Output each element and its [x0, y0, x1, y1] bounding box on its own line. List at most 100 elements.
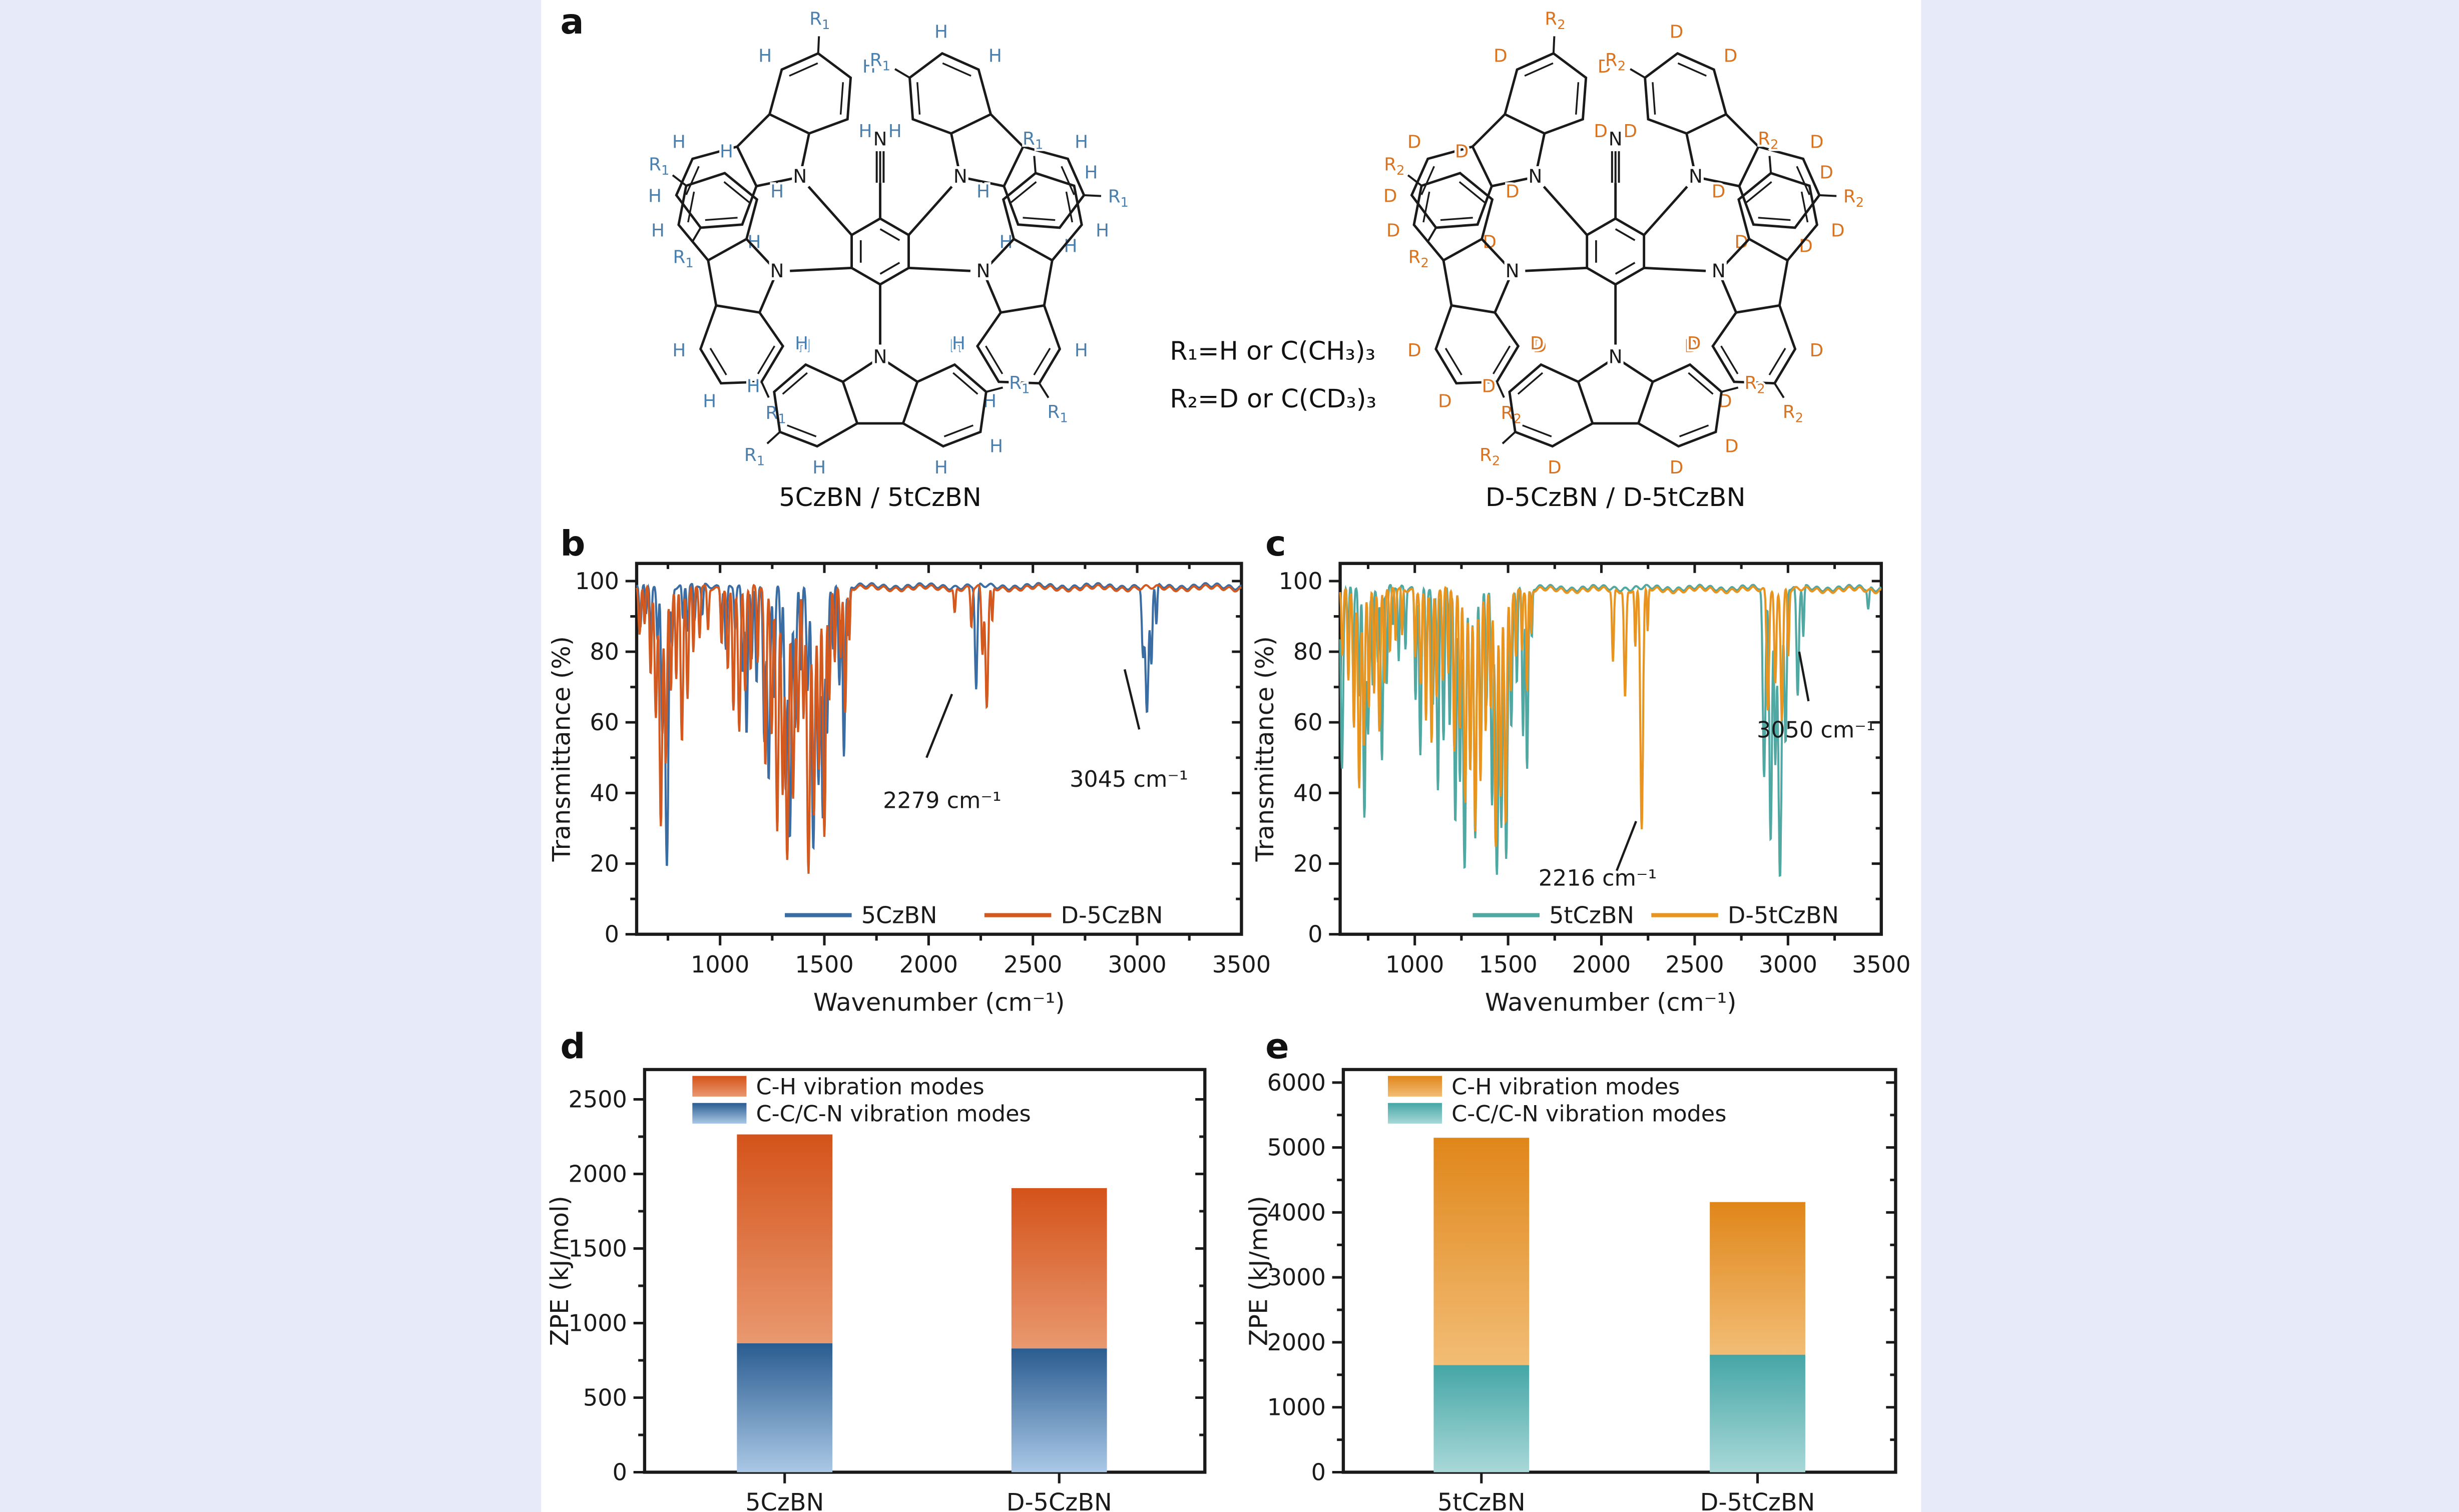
r-group-bond	[1552, 36, 1556, 54]
double-bond-tick	[1768, 347, 1786, 375]
plot-box	[635, 562, 1243, 936]
double-bond-tick	[985, 345, 1004, 374]
legend-label: C-C/C-N vibration modes	[1451, 1101, 1726, 1127]
hydrogen-label: D	[1819, 162, 1833, 183]
hydrogen-label: H	[812, 457, 826, 478]
axis-ticks: 1000 1500 2000 2500 3000 3500 0 20 40 60 80 100	[1279, 563, 1910, 978]
hydrogen-label: H	[672, 132, 686, 152]
x-tick-label: 2000	[899, 951, 958, 978]
axis-ticks: 0 1000 2000 3000 4000 5000 6000	[1267, 1069, 1896, 1485]
y-tick-label: 6000	[1267, 1069, 1326, 1096]
hydrogen-label: D	[1407, 340, 1421, 361]
hydrogen-label: D	[1810, 132, 1824, 152]
double-bond-tick	[1033, 347, 1051, 375]
hydrogen-label: H	[888, 121, 902, 142]
benzo-ring-left	[675, 145, 758, 229]
double-bond-tick	[1575, 82, 1580, 115]
bar-segment-D-5CzBN-ccn	[1011, 1348, 1107, 1472]
double-bond-tick	[787, 424, 817, 437]
hydrogen-label: H	[934, 22, 948, 42]
plot-box	[1341, 1068, 1897, 1474]
y-tick-label: 0	[1311, 1458, 1326, 1485]
double-bond-tick	[1758, 217, 1791, 221]
double-bond-tick	[1522, 424, 1552, 437]
x-tick-label: 3000	[1108, 951, 1166, 978]
benzo-ring-right	[677, 172, 759, 261]
bar-segment-5tCzBN-ch	[1433, 1138, 1530, 1365]
panel-label-a: a	[560, 3, 584, 43]
hydrogen-label: D	[1594, 121, 1608, 142]
r1-definition: R₁=H or C(CH₃)₃	[1170, 335, 1376, 366]
legend-swatch	[692, 1076, 747, 1097]
legend-label: C-H vibration modes	[1451, 1074, 1680, 1100]
structure-D-5CzBN-D-5tCzBN: NNDDR2DDR2DDNDDR2DDR2DDNDDR2DDR2DDNDDR2D…	[1381, 7, 1866, 480]
pyrrole-ring	[735, 113, 811, 188]
n-linkage-bond	[907, 186, 953, 236]
y-tick-label: 1500	[569, 1235, 627, 1262]
structure-5CzBN-5tCzBN: NNHHR1HHR1HHNHHR1HHR1HHNHHR1HHR1HHNHHR1H…	[646, 7, 1131, 480]
double-bond-tick	[685, 166, 700, 195]
annotation-3045 cm⁻¹: 3045 cm⁻¹	[1070, 669, 1188, 792]
bar-segment-5tCzBN-ccn	[1433, 1365, 1530, 1472]
double-bond-tick	[1796, 166, 1810, 195]
pyrrole-ring	[841, 356, 919, 425]
double-bond-tick	[705, 217, 738, 221]
y-tick-label: 2500	[569, 1086, 627, 1113]
n-linkage-bond	[1644, 266, 1706, 272]
hydrogen-label: H	[1075, 340, 1088, 361]
y-tick-label: 2000	[1267, 1329, 1326, 1356]
benzo-ring-right	[1412, 172, 1494, 261]
axis-ticks: 0 500 1000 1500 2000 2500	[569, 1086, 1205, 1485]
hydrogen-label: H	[949, 336, 962, 357]
y-tick-label: 500	[583, 1384, 627, 1411]
caption-right-structure: D-5CzBN / D-5tCzBN	[1485, 482, 1746, 513]
legend-swatch	[1387, 1103, 1442, 1124]
legend-label: D-5tCzBN	[1728, 901, 1839, 928]
double-bond-tick	[782, 372, 808, 395]
pyrrole-ring	[1442, 237, 1514, 314]
pyrrole-ring	[949, 113, 1025, 188]
legend-item-5CzBN: 5CzBN	[785, 901, 937, 928]
n-linkage-bond	[1525, 266, 1587, 272]
double-bond-tick	[839, 82, 844, 115]
hydrogen-label: D	[1725, 436, 1739, 456]
double-bond-tick	[1023, 217, 1056, 221]
legend-item-5tCzBN: 5tCzBN	[1472, 901, 1634, 928]
pyrrole-ring	[982, 237, 1054, 314]
r-group-bond	[1033, 156, 1037, 174]
hydrogen-label: D	[1548, 457, 1562, 478]
double-bond-tick	[879, 262, 900, 275]
x-tick-label: 3000	[1759, 951, 1817, 978]
y-tick-label: 1000	[569, 1309, 627, 1336]
pyrrole-ring	[1717, 237, 1789, 314]
double-bond-tick	[1458, 181, 1486, 203]
carbazole-nitrogen-label: N	[1712, 260, 1726, 282]
hydrogen-label: D	[1506, 182, 1520, 202]
double-bond-tick	[942, 62, 971, 77]
hydrogen-label: D	[1831, 220, 1845, 241]
double-bond-tick	[1422, 191, 1430, 223]
double-bond-tick	[1065, 191, 1074, 223]
double-bond-tick	[1524, 62, 1554, 77]
spectrum-line-D-5CzBN	[635, 584, 1242, 874]
hydrogen-label: H	[648, 186, 662, 206]
legend-label: C-C/C-N vibration modes	[756, 1101, 1031, 1127]
x-tick-label: 2500	[1004, 951, 1062, 978]
panel-label-b: b	[560, 525, 586, 565]
carbazole-nitrogen-label: N	[1609, 346, 1623, 368]
r-group-bond	[1038, 382, 1050, 398]
pyrrole-ring	[707, 237, 778, 314]
hydrogen-label: D	[1810, 340, 1824, 361]
x-tick-label: 3500	[1212, 951, 1271, 978]
n-linkage-bond	[1643, 186, 1688, 236]
x-tick-label: 2500	[1665, 951, 1724, 978]
r-group-bond	[986, 386, 1004, 393]
y-tick-label: 5000	[1267, 1134, 1326, 1161]
legend-label: 5CzBN	[861, 901, 937, 928]
r-group-bond	[760, 381, 770, 398]
y-tick-label: 4000	[1267, 1199, 1326, 1226]
